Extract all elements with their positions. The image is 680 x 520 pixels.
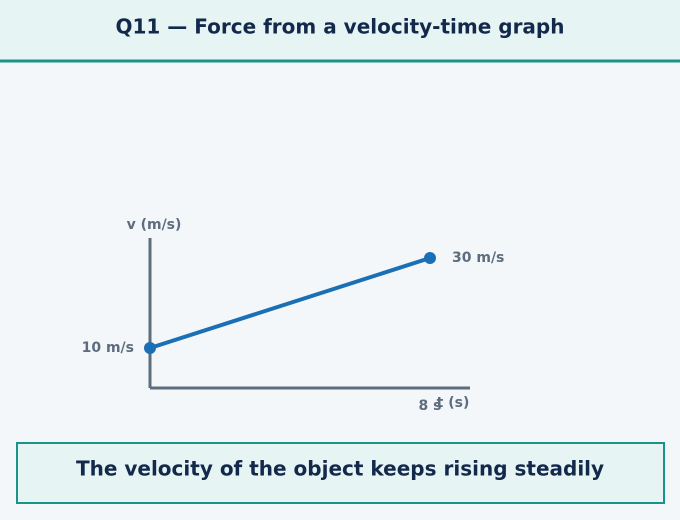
caption-box <box>16 442 665 504</box>
header <box>0 0 680 60</box>
end-point <box>424 252 436 264</box>
start-point <box>144 342 156 354</box>
title: Q11 — Force from a velocity-time graph <box>116 15 565 39</box>
caption: The velocity of the object keeps rising … <box>76 457 604 481</box>
start-label: 10 m/s <box>82 340 134 356</box>
time-label: 8 s <box>419 398 442 414</box>
end-label: 30 m/s <box>452 250 504 266</box>
velocity-line <box>148 256 432 350</box>
y-axis-label: v (m/s) <box>127 217 182 233</box>
x-axis-label: t (s) <box>437 395 470 411</box>
